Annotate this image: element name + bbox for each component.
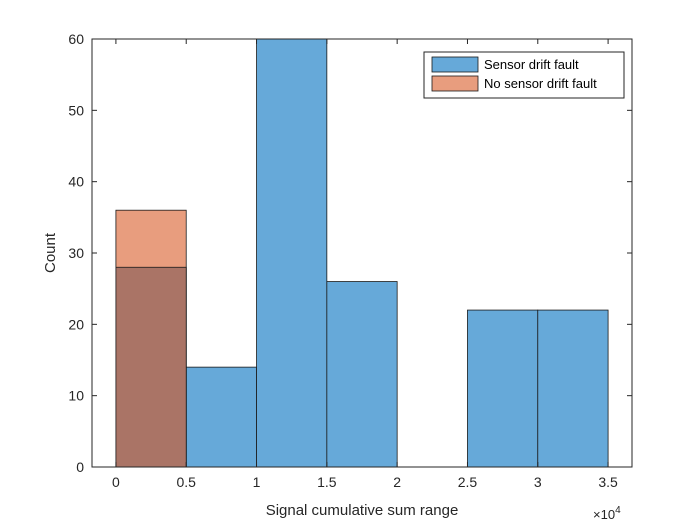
- x-tick-label: 2.5: [458, 474, 478, 490]
- bar-sensor-drift-fault-5: [467, 309, 539, 468]
- x-tick-label: 3: [534, 474, 542, 490]
- bar-overlap-0: [115, 266, 187, 468]
- y-tick-label: 20: [68, 316, 84, 332]
- y-axis-label: Count: [42, 232, 59, 273]
- legend-swatch: [431, 56, 479, 73]
- x-tick-label: 1: [253, 474, 261, 490]
- legend-swatch: [431, 75, 479, 92]
- y-tick-label: 40: [68, 174, 84, 190]
- legend: Sensor drift fault No sensor drift fault: [423, 51, 625, 99]
- x-exponent-power: 4: [615, 505, 621, 516]
- ticks-group: 0 0.5 1 1.5 2 2.5 3 3.5 0 10 20 30 40 50 60: [68, 31, 632, 490]
- bars-group: [115, 38, 609, 468]
- legend-label: No sensor drift fault: [484, 76, 597, 91]
- bar-sensor-drift-fault-3: [326, 281, 398, 468]
- x-axis-label: Signal cumulative sum range: [266, 502, 459, 519]
- x-tick-label: 0.5: [176, 474, 196, 490]
- x-tick-label: 0: [112, 474, 120, 490]
- x-tick-label: 2: [393, 474, 401, 490]
- x-tick-label: 1.5: [317, 474, 337, 490]
- legend-label: Sensor drift fault: [484, 57, 579, 72]
- x-exponent-base: ×10: [593, 507, 615, 522]
- bar-sensor-drift-fault-1: [185, 366, 257, 468]
- y-tick-label: 60: [68, 31, 84, 47]
- y-tick-label: 0: [76, 459, 84, 475]
- bar-sensor-drift-fault-2: [256, 38, 328, 468]
- y-tick-label: 30: [68, 245, 84, 261]
- y-tick-label: 50: [68, 102, 84, 118]
- y-tick-label: 10: [68, 388, 84, 404]
- bar-sensor-drift-fault-6: [537, 309, 609, 468]
- x-tick-label: 3.5: [598, 474, 618, 490]
- x-axis-exponent: ×104: [593, 505, 621, 522]
